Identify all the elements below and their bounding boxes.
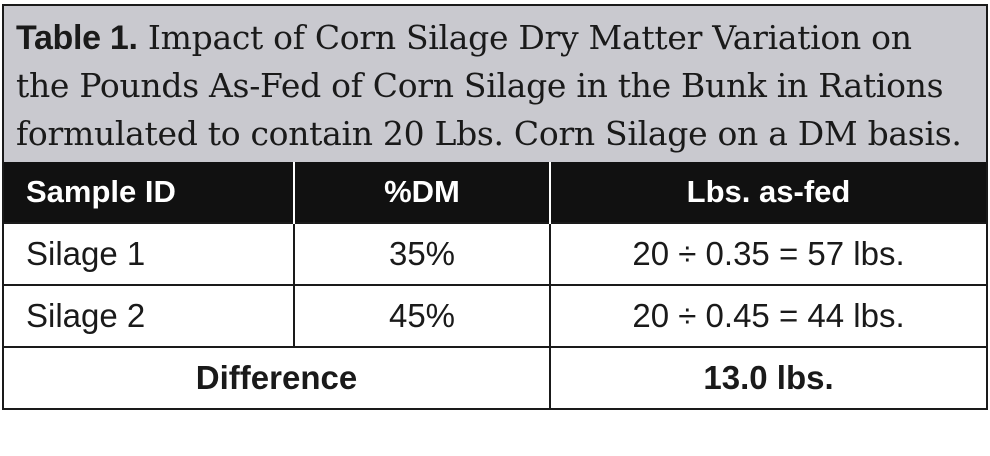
- caption-label: Table 1.: [16, 19, 138, 57]
- difference-value: 13.0 lbs.: [549, 346, 986, 408]
- table-row: Silage 1 35% 20 ÷ 0.35 = 57 lbs.: [4, 222, 986, 285]
- header-row: Sample ID %DM Lbs. as-fed: [4, 162, 986, 223]
- cell-lbs-as-fed: 20 ÷ 0.35 = 57 lbs.: [549, 222, 986, 285]
- header-dm: %DM: [293, 162, 550, 223]
- difference-row: Difference 13.0 lbs.: [4, 346, 986, 408]
- difference-label: Difference: [4, 346, 550, 408]
- header-sample-id: Sample ID: [4, 162, 294, 223]
- data-table: Table 1. Impact of Corn Silage Dry Matte…: [2, 4, 988, 410]
- cell-dm: 45%: [293, 284, 550, 347]
- cell-lbs-as-fed: 20 ÷ 0.45 = 44 lbs.: [549, 284, 986, 347]
- silage-table: Sample ID %DM Lbs. as-fed Silage 1 35% 2…: [4, 162, 986, 408]
- caption-text: Impact of Corn Silage Dry Matter Variati…: [16, 18, 962, 153]
- cell-sample-id: Silage 1: [4, 222, 294, 285]
- header-lbs-as-fed: Lbs. as-fed: [549, 162, 986, 223]
- table-caption: Table 1. Impact of Corn Silage Dry Matte…: [4, 6, 986, 162]
- cell-sample-id: Silage 2: [4, 284, 294, 347]
- table-row: Silage 2 45% 20 ÷ 0.45 = 44 lbs.: [4, 284, 986, 347]
- cell-dm: 35%: [293, 222, 550, 285]
